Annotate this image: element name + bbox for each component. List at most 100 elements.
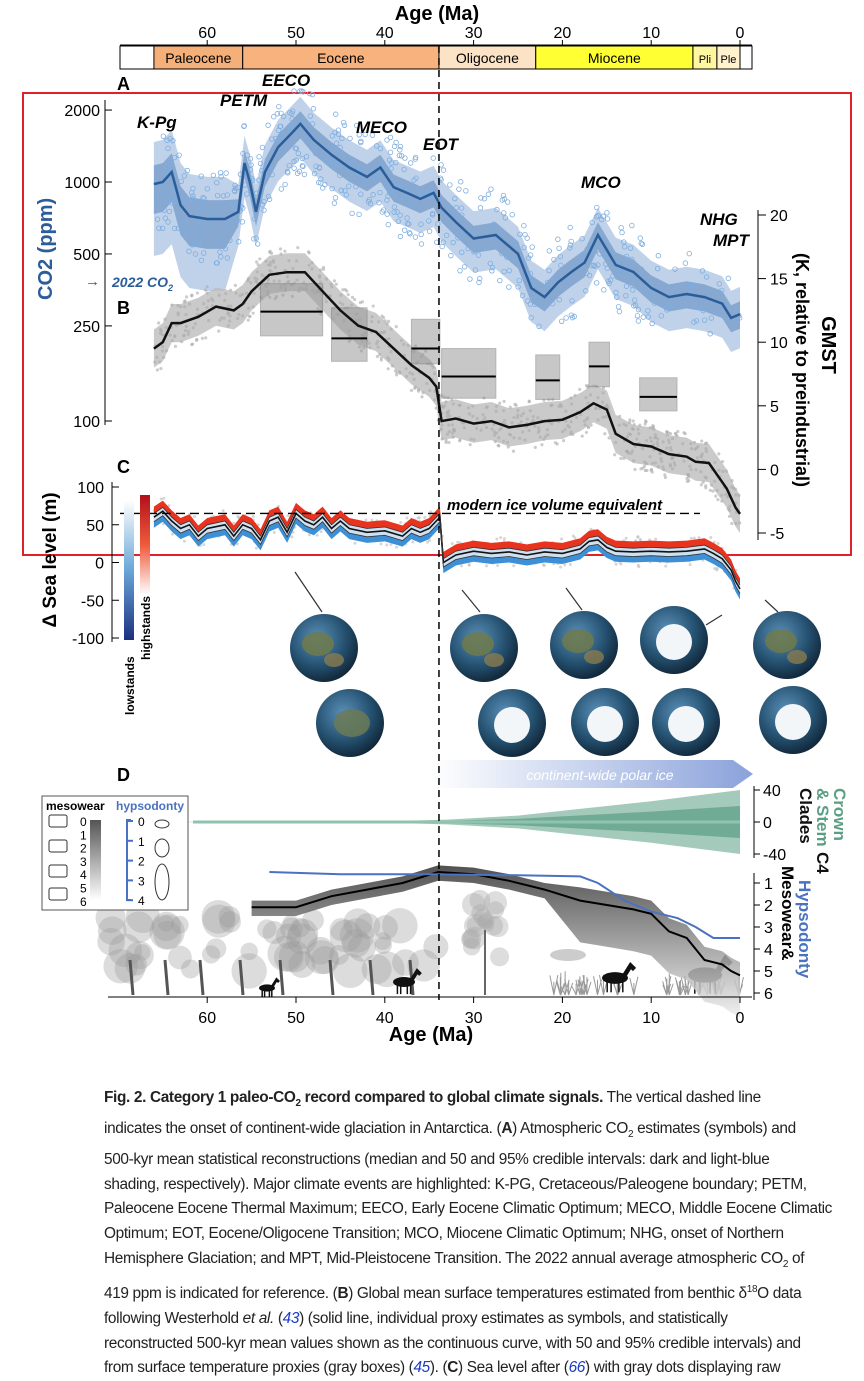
gmst-proxy-point bbox=[245, 291, 249, 295]
sea-raw-point bbox=[405, 516, 409, 520]
gmst-proxy-point bbox=[578, 387, 582, 391]
mesowear-scale-label: 2 bbox=[80, 842, 87, 856]
gmst-proxy-point bbox=[295, 259, 299, 263]
gmst-proxy-point bbox=[170, 339, 174, 343]
co2-proxy-point bbox=[481, 196, 488, 202]
co2-proxy-point bbox=[569, 298, 575, 304]
gmst-proxy-point bbox=[194, 338, 199, 342]
co2-proxy-point bbox=[635, 306, 642, 313]
gmst-proxy-point bbox=[580, 434, 584, 438]
co2-proxy-point bbox=[418, 231, 424, 238]
top-tick-label: 40 bbox=[376, 25, 394, 42]
co2-proxy-point bbox=[154, 187, 161, 193]
co2-proxy-point bbox=[274, 111, 281, 117]
co2-proxy-point bbox=[519, 292, 526, 299]
tooth-icon bbox=[48, 839, 68, 853]
gmst-proxy-point bbox=[635, 437, 639, 441]
co2-proxy-point bbox=[458, 205, 465, 211]
panel-c-sea-level: modern ice volume equivalent 100 50 0 -50 -10… bbox=[40, 480, 827, 757]
gmst-proxy-point bbox=[200, 336, 204, 341]
gmst-proxy-point bbox=[220, 316, 224, 320]
gmst-proxy-point bbox=[633, 467, 637, 472]
co2-proxy-point bbox=[530, 293, 536, 299]
co2-proxy-point bbox=[222, 206, 228, 213]
co2-proxy-point bbox=[204, 186, 211, 192]
gmst-proxy-point bbox=[246, 318, 250, 322]
reference-link[interactable]: 66 bbox=[568, 1359, 586, 1377]
co2-proxy-point bbox=[329, 185, 335, 192]
caption-text: C bbox=[447, 1359, 459, 1377]
gmst-proxy-point bbox=[295, 278, 299, 282]
gmst-proxy-point bbox=[428, 388, 432, 393]
horse-icon bbox=[602, 972, 628, 984]
co2-tick-label: 500 bbox=[73, 247, 100, 264]
panel-b-gmst: 20 15 10 5 0 -5 GMST(K, relative to preindustr… bbox=[153, 208, 839, 543]
co2-proxy-point bbox=[201, 195, 207, 202]
gmst-proxy-point bbox=[443, 404, 447, 408]
gmst-proxy-point bbox=[695, 456, 700, 460]
co2-proxy-point bbox=[227, 237, 233, 243]
gmst-proxy-point bbox=[614, 440, 618, 445]
polar-ice-arrow bbox=[433, 760, 753, 788]
gmst-proxy-point bbox=[512, 436, 516, 440]
tree-foliage-shape bbox=[97, 927, 125, 956]
co2-proxy-point bbox=[291, 158, 297, 165]
caption-text: Optimum; EOT, Eocene/Oligocene Transitio… bbox=[104, 1225, 784, 1243]
gmst-proxy-point bbox=[474, 426, 479, 430]
co2-proxy-point bbox=[426, 228, 433, 234]
co2-proxy-point bbox=[592, 248, 598, 255]
gmst-proxy-point bbox=[394, 373, 399, 377]
gmst-proxy-point bbox=[505, 440, 510, 445]
sea-raw-point bbox=[654, 537, 658, 541]
gmst-proxy-point bbox=[632, 459, 636, 463]
co2-proxy-point bbox=[346, 183, 352, 189]
gmst-proxy-point bbox=[190, 342, 194, 347]
co2-proxy-point bbox=[555, 236, 561, 242]
sea-raw-point bbox=[499, 536, 503, 540]
epoch-label: Ple bbox=[721, 54, 737, 66]
gmst-proxy-point bbox=[652, 427, 656, 431]
co2-proxy-point bbox=[494, 206, 500, 213]
co2-proxy-point bbox=[171, 225, 178, 232]
tree-foliage-shape bbox=[332, 953, 368, 989]
sea-annotation: modern ice volume equivalent bbox=[447, 497, 663, 514]
co2-proxy-point bbox=[296, 168, 303, 175]
co2-proxy-point bbox=[426, 218, 432, 224]
gmst-proxy-box bbox=[535, 354, 561, 400]
co2-proxy-point bbox=[297, 88, 303, 94]
bottom-tick-label: 60 bbox=[198, 1010, 216, 1027]
top-tick-label: 0 bbox=[736, 25, 745, 42]
gmst-proxy-point bbox=[650, 461, 655, 466]
gmst-proxy-point bbox=[260, 273, 264, 277]
gmst-proxy-point bbox=[190, 293, 194, 297]
reference-link[interactable]: 45 bbox=[413, 1359, 430, 1377]
co2-proxy-point bbox=[623, 293, 629, 299]
gmst-proxy-point bbox=[649, 467, 654, 471]
gmst-proxy-point bbox=[536, 416, 540, 420]
caption-text: et al. bbox=[242, 1309, 275, 1327]
gmst-proxy-point bbox=[726, 507, 730, 511]
continent-shape bbox=[584, 650, 604, 664]
co2-proxy-point bbox=[484, 244, 490, 250]
co2-proxy-point bbox=[291, 88, 297, 94]
co2-proxy-point bbox=[586, 272, 593, 279]
tree-foliage-shape bbox=[483, 891, 508, 915]
gmst-proxy-point bbox=[339, 293, 343, 297]
tree-foliage-shape bbox=[373, 915, 398, 940]
co2-proxy-point bbox=[693, 318, 700, 324]
gmst-proxy-point bbox=[629, 451, 633, 456]
ice-sheet-shape bbox=[668, 706, 704, 742]
gmst-proxy-point bbox=[471, 404, 475, 408]
gmst-proxy-point bbox=[346, 292, 350, 297]
reference-link[interactable]: 43 bbox=[282, 1309, 300, 1327]
co2-proxy-point bbox=[631, 303, 637, 309]
co2-proxy-point bbox=[164, 163, 170, 169]
caption-text: estimates (symbols) and bbox=[633, 1119, 796, 1137]
co2-proxy-point bbox=[569, 314, 576, 321]
gmst-proxy-point bbox=[191, 326, 195, 330]
horse-head-shape bbox=[271, 977, 280, 987]
gmst-proxy-point bbox=[471, 414, 475, 418]
gmst-proxy-point bbox=[431, 365, 435, 369]
co2-proxy-point bbox=[459, 212, 465, 218]
gmst-proxy-point bbox=[704, 441, 709, 445]
